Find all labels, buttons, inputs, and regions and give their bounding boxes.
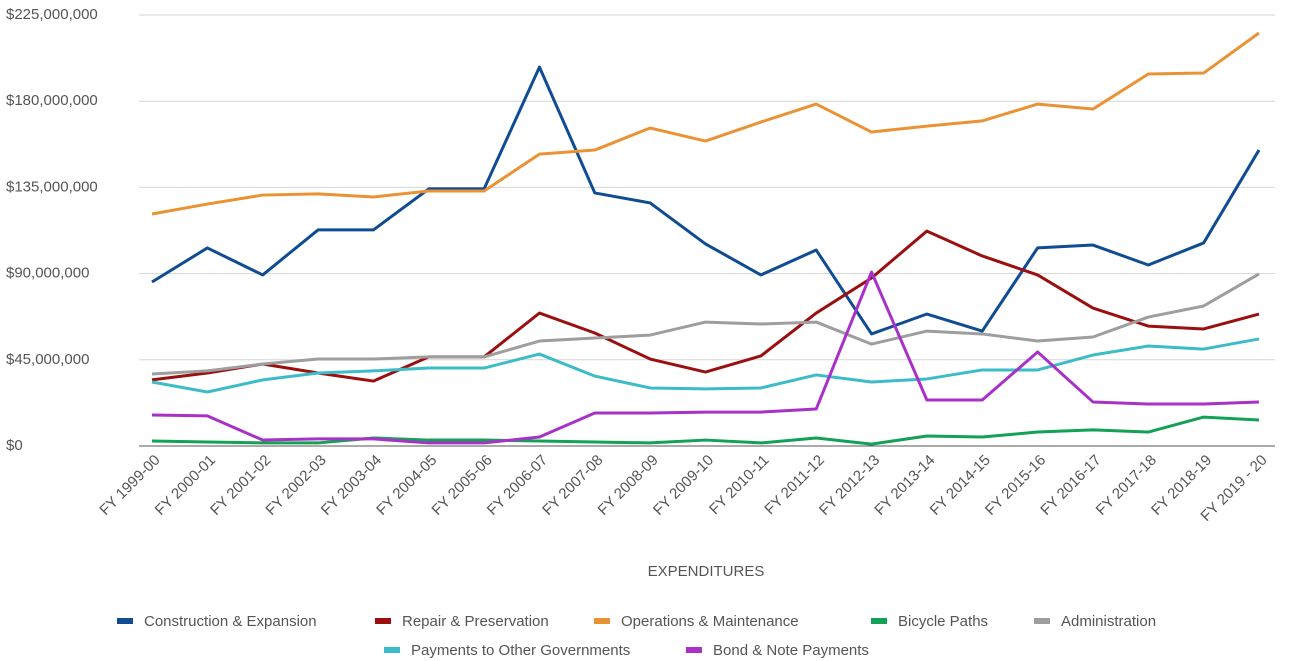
legend-label: Bond & Note Payments — [713, 642, 869, 659]
line — [151, 337, 1260, 394]
y-tick-label: $45,000,000 — [6, 351, 89, 368]
legend-label: Administration — [1061, 613, 1156, 630]
line — [151, 229, 1260, 383]
line — [151, 31, 1260, 216]
legend-swatch — [384, 647, 400, 653]
legend-swatch — [871, 618, 887, 624]
legend-swatch — [1034, 618, 1050, 624]
y-tick-label: $0 — [6, 437, 23, 454]
legend-label: Payments to Other Governments — [411, 642, 630, 659]
legend-label: Construction & Expansion — [144, 613, 317, 630]
y-tick-label: $90,000,000 — [6, 265, 89, 282]
legend-label: Bicycle Paths — [898, 613, 988, 630]
y-tick-label: $225,000,000 — [6, 6, 98, 23]
line — [151, 65, 1261, 336]
line — [151, 270, 1260, 445]
legend-swatch — [594, 618, 610, 624]
legend-swatch — [117, 618, 133, 624]
x-tick-label: FY 2009-10 — [650, 452, 717, 519]
line — [151, 272, 1260, 376]
legend-label: Operations & Maintenance — [621, 613, 799, 630]
y-tick-label: $135,000,000 — [6, 178, 98, 195]
legend-swatch — [686, 647, 702, 653]
legend-label: Repair & Preservation — [402, 613, 549, 630]
y-tick-label: $180,000,000 — [6, 92, 98, 109]
legend-swatch — [375, 618, 391, 624]
line — [151, 415, 1260, 446]
x-axis-label: EXPENDITURES — [648, 563, 765, 580]
